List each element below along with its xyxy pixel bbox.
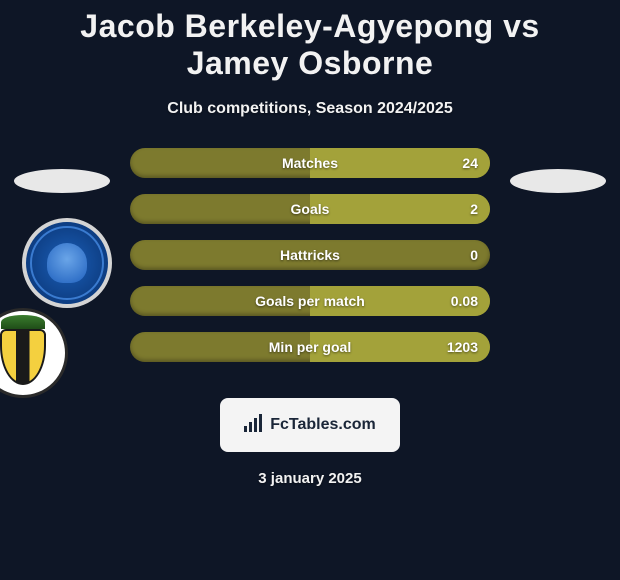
comparison-infographic: Jacob Berkeley-Agyepong vs Jamey Osborne… — [0, 0, 620, 580]
bar-value-right: 0 — [470, 240, 478, 270]
stat-bar: Goals2 — [130, 194, 490, 224]
bar-label: Goals per match — [130, 286, 490, 316]
brand-badge: FcTables.com — [220, 398, 400, 452]
stat-bar: Goals per match0.08 — [130, 286, 490, 316]
bar-value-right: 0.08 — [451, 286, 478, 316]
stat-bars: Matches24 Goals2 Hattricks0 Goals per match… — [130, 148, 490, 378]
page-title: Jacob Berkeley-Agyepong vs Jamey Osborne — [0, 8, 620, 82]
stat-bar: Matches24 — [130, 148, 490, 178]
bar-label: Min per goal — [130, 332, 490, 362]
bar-value-right: 1203 — [447, 332, 478, 362]
chart-area: Matches24 Goals2 Hattricks0 Goals per match… — [0, 148, 620, 378]
club-crest-left — [22, 218, 112, 308]
signal-bars-icon — [244, 414, 264, 435]
stat-bar: Min per goal1203 — [130, 332, 490, 362]
crest-shadow-left — [14, 169, 110, 193]
date-label: 3 january 2025 — [0, 470, 620, 487]
crest-shadow-right — [510, 169, 606, 193]
subtitle: Club competitions, Season 2024/2025 — [0, 100, 620, 118]
club-crest-right — [0, 308, 68, 398]
bar-label: Matches — [130, 148, 490, 178]
brand-text: FcTables.com — [270, 416, 376, 434]
bar-value-right: 2 — [470, 194, 478, 224]
stat-bar: Hattricks0 — [130, 240, 490, 270]
bar-value-right: 24 — [462, 148, 478, 178]
bar-label: Hattricks — [130, 240, 490, 270]
bar-label: Goals — [130, 194, 490, 224]
